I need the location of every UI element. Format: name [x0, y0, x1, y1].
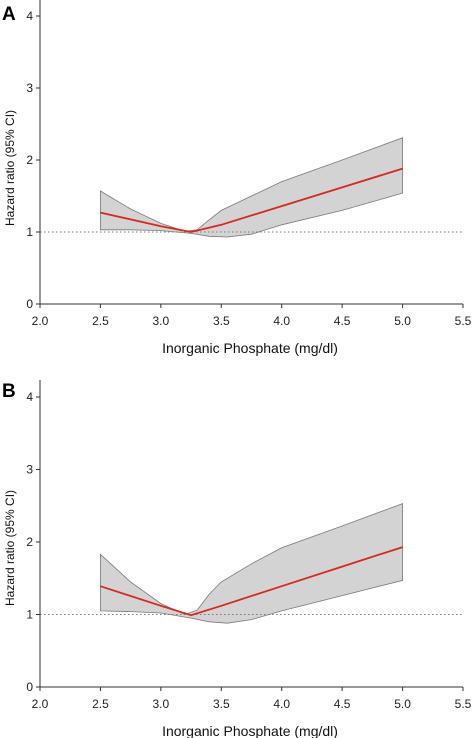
panel-b-x-tick-label: 2.5 — [92, 697, 109, 711]
panel-a-x-tick-label: 3.0 — [153, 314, 170, 328]
panel-a-axes — [39, 0, 463, 305]
panel-a-y-tick-label: 3 — [26, 81, 33, 95]
panel-a-y-tick-label: 2 — [26, 153, 33, 167]
panel-a: A 0 1 2 3 4 2.0 2.5 3.0 3.5 4.0 4.5 5.0 5.5 Hazard … — [2, 0, 472, 356]
panel-b-x-ticks: 2.0 2.5 3.0 3.5 4.0 4.5 5.0 5.5 — [32, 687, 472, 711]
panel-b-y-tick-label: 4 — [26, 390, 33, 404]
panel-b-y-tick-label: 1 — [26, 608, 33, 622]
panel-b-y-tick-label: 3 — [26, 463, 33, 477]
panel-b-x-tick-label: 2.0 — [32, 697, 49, 711]
panel-a-x-tick-label: 4.5 — [334, 314, 351, 328]
panel-a-x-tick-label: 4.0 — [273, 314, 290, 328]
panel-a-y-tick-label: 1 — [26, 225, 33, 239]
panel-a-y-tick-label: 4 — [26, 9, 33, 23]
panel-b-axes — [39, 380, 463, 688]
panel-b-x-tick-label: 4.0 — [273, 697, 290, 711]
panel-b-x-tick-label: 5.0 — [394, 697, 411, 711]
panel-a-x-tick-label: 3.5 — [213, 314, 230, 328]
panel-b-ci-area — [100, 503, 404, 624]
panel-a-x-tick-label: 2.5 — [92, 314, 109, 328]
panel-b-y-tick-label: 2 — [26, 535, 33, 549]
panel-a-x-ticks: 2.0 2.5 3.0 3.5 4.0 4.5 5.0 5.5 — [32, 304, 472, 328]
panel-a-y-ticks: 0 1 2 3 4 — [26, 9, 40, 311]
panel-b-x-tick-label: 4.5 — [334, 697, 351, 711]
panel-b-x-tick-label: 3.5 — [213, 697, 230, 711]
panel-a-x-axis-title: Inorganic Phosphate (mg/dl) — [162, 340, 338, 356]
panel-a-label: A — [2, 4, 16, 25]
panel-b-x-tick-label: 3.0 — [153, 697, 170, 711]
panel-b-y-axis-title: Hazard ratio (95% CI) — [3, 490, 17, 606]
panel-b-label: B — [2, 381, 16, 402]
panel-b-estimate-line — [100, 546, 403, 617]
panel-a-y-tick-label: 0 — [26, 297, 33, 311]
panel-a-x-tick-label: 5.5 — [455, 314, 472, 328]
panel-b-x-axis-title: Inorganic Phosphate (mg/dl) — [162, 723, 338, 738]
panel-b-ci-band — [100, 503, 404, 624]
panel-a-estimate-line — [100, 167, 403, 233]
panel-b-estimate-path — [100, 546, 403, 617]
panel-a-x-tick-label: 2.0 — [32, 314, 49, 328]
panel-a-estimate-path — [100, 167, 403, 233]
panel-a-y-axis-title: Hazard ratio (95% CI) — [3, 110, 17, 226]
panel-b-x-tick-label: 5.5 — [455, 697, 472, 711]
panel-b-y-tick-label: 0 — [26, 680, 33, 694]
panel-b: B 0 1 2 3 4 2.0 2.5 3.0 3.5 4.0 4.5 5.0 5.5 Hazard … — [2, 380, 472, 738]
panel-a-x-tick-label: 5.0 — [394, 314, 411, 328]
panel-b-y-ticks: 0 1 2 3 4 — [26, 390, 40, 694]
